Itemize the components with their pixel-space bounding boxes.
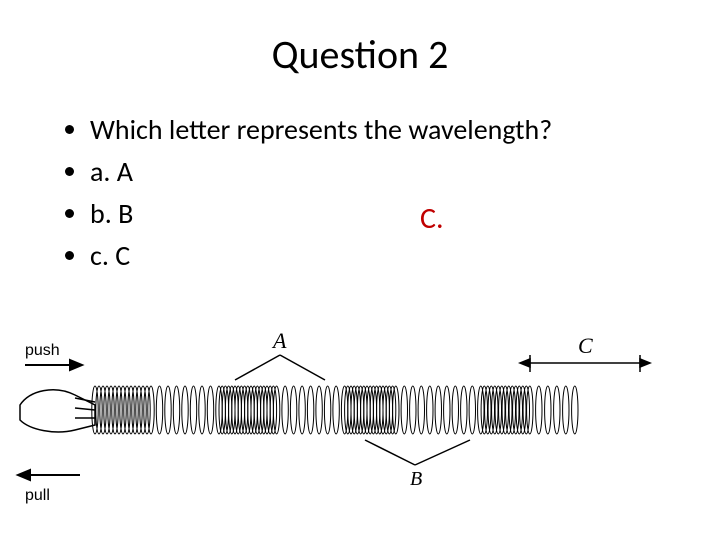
bullet-list: Which letter represents the wavelength? … [60, 109, 680, 277]
push-arrow-icon [25, 360, 82, 370]
push-label: push [25, 342, 60, 359]
label-c: C [578, 333, 593, 358]
hand-icon [20, 390, 95, 432]
slide: Question 2 Which letter represents the w… [0, 0, 720, 540]
bullet-option-a: a. A [90, 151, 680, 193]
wave-diagram: push pull A B C [0, 310, 720, 510]
bullet-option-c: c. C [90, 235, 680, 277]
answer-text: C. [420, 200, 444, 237]
bullet-option-b: b. B [90, 193, 680, 235]
label-b-bracket [365, 440, 470, 465]
slide-title: Question 2 [40, 30, 680, 79]
spring-icon [92, 386, 578, 434]
label-b: B [410, 468, 422, 490]
pull-label: pull [25, 487, 50, 504]
body-row: Which letter represents the wavelength? … [40, 109, 680, 277]
pull-arrow-icon [18, 470, 80, 480]
bullet-question: Which letter represents the wavelength? [90, 109, 680, 151]
label-a: A [271, 328, 287, 353]
label-a-bracket [235, 355, 325, 380]
